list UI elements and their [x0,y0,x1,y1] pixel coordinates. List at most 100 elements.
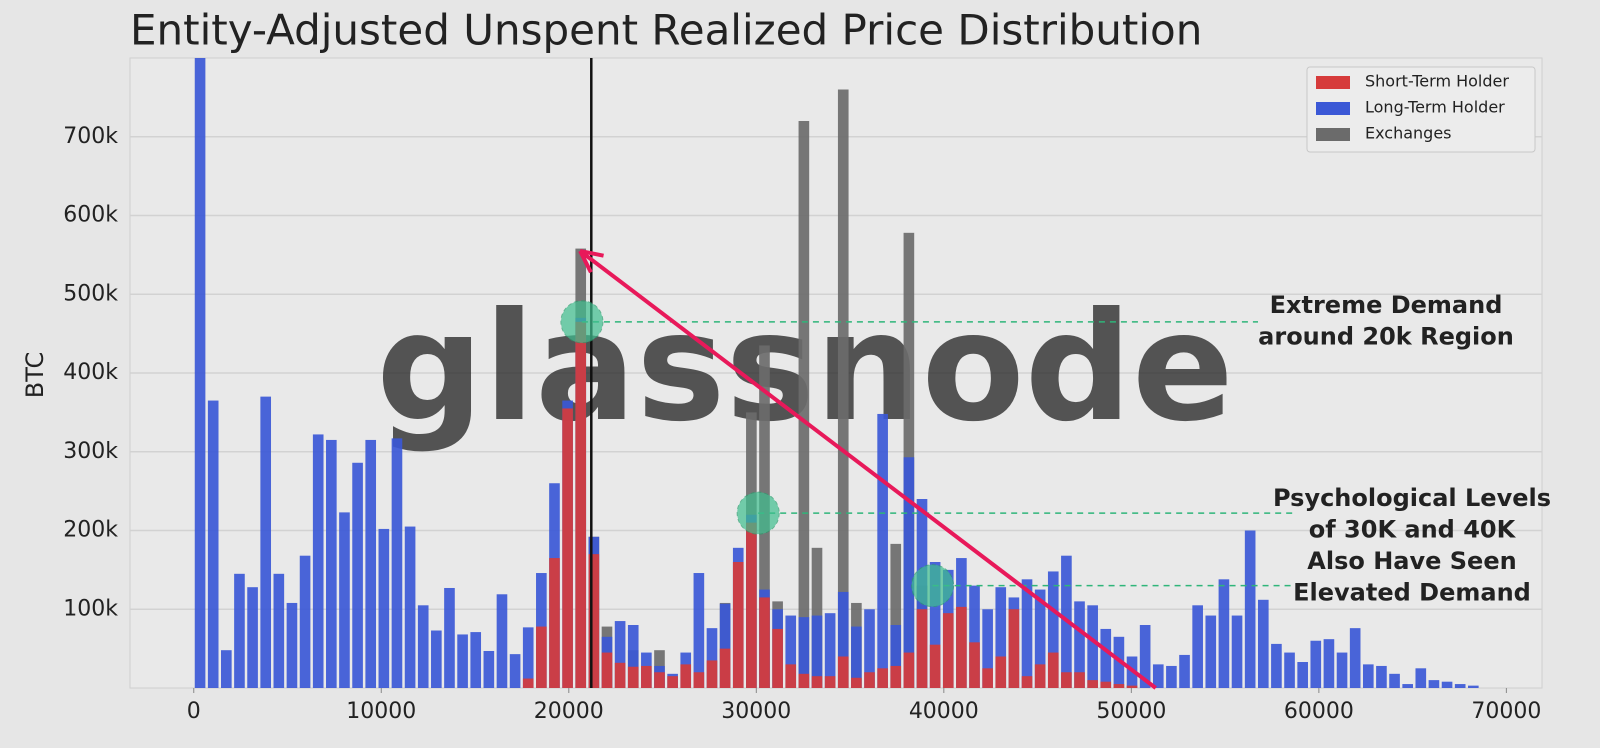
bar [785,664,797,688]
bar [982,609,993,688]
bar [378,528,390,688]
bar [312,434,324,688]
bar [536,626,547,688]
bar [693,672,705,688]
bar [1061,672,1072,688]
annotation: Elevated Demand [1293,579,1531,607]
bar [877,668,888,688]
bar [1047,652,1059,688]
bar [1389,673,1400,688]
bar [995,587,1007,688]
bar [1166,665,1177,688]
bar [457,634,468,688]
bar [286,602,298,688]
bar [1047,571,1059,688]
bar [391,438,403,688]
bar [1376,665,1387,688]
annotation: Extreme Demand [1270,291,1503,319]
bar [1310,640,1322,688]
legend-label: Exchanges [1365,124,1452,143]
bar [1349,628,1361,688]
legend-swatch [1316,128,1350,141]
bar [1179,654,1190,688]
bar [811,676,823,688]
bar [404,526,416,688]
bar [942,613,954,688]
bar [798,617,810,688]
bar [706,628,718,688]
bar [851,677,862,688]
bar [877,413,888,688]
highlight-circle [736,491,780,535]
bar [1034,664,1046,688]
bar [798,121,810,688]
bar [1441,681,1453,688]
bar [326,439,337,688]
y-tick-label: 300k [63,439,118,464]
bar [811,615,823,688]
x-tick-label: 60000 [1284,699,1354,724]
bar [339,512,350,688]
bar [1074,601,1085,688]
bar [1323,639,1335,688]
bar [352,462,363,688]
bar [1244,530,1256,688]
bar [1428,680,1440,688]
bar [706,660,718,688]
y-tick-label: 200k [63,518,118,543]
bar [627,666,639,688]
bar [1087,680,1098,688]
bar [1126,685,1138,688]
bar [824,613,836,688]
bar [732,562,744,688]
bar [969,642,980,688]
y-tick-label: 500k [63,281,118,306]
bar [746,522,757,688]
y-axis-label: BTC [21,352,49,398]
annotation: Also Have Seen [1307,547,1516,575]
arrow-line [578,249,1157,690]
bar [641,665,652,688]
bar [1297,662,1308,688]
bar [837,591,849,688]
bar [851,626,862,688]
bar [680,664,692,688]
bar [1100,681,1112,688]
bar [1113,684,1125,688]
bar [207,400,219,688]
bar [1362,664,1374,688]
bar [549,558,560,688]
bar [1152,664,1164,688]
arrow-head [579,248,604,258]
bar [890,625,902,688]
bar [562,408,573,688]
bar [1231,615,1243,688]
bar [1021,579,1033,688]
y-tick-label: 600k [63,203,118,228]
bar [496,594,508,688]
bar [1100,628,1112,688]
bar [654,672,665,688]
x-tick-label: 30000 [721,699,791,724]
bar [601,652,613,688]
bar [693,573,705,688]
arrow-head [578,250,593,274]
chart-title: Entity-Adjusted Unspent Realized Price D… [130,6,1202,55]
bar [772,628,783,688]
x-tick-label: 0 [187,699,201,724]
bar [837,656,849,688]
bar [929,562,941,688]
bar [890,543,902,688]
bar [1139,625,1151,688]
bar [194,58,206,688]
bar [1008,609,1020,688]
bar [1284,652,1295,688]
bar [956,606,967,688]
bar [995,656,1007,688]
bar [365,439,377,688]
y-tick-label: 100k [63,596,118,621]
bar [575,321,587,688]
bar [444,587,455,688]
annotation: around 20k Region [1258,323,1514,351]
y-tick-label: 700k [63,124,118,149]
